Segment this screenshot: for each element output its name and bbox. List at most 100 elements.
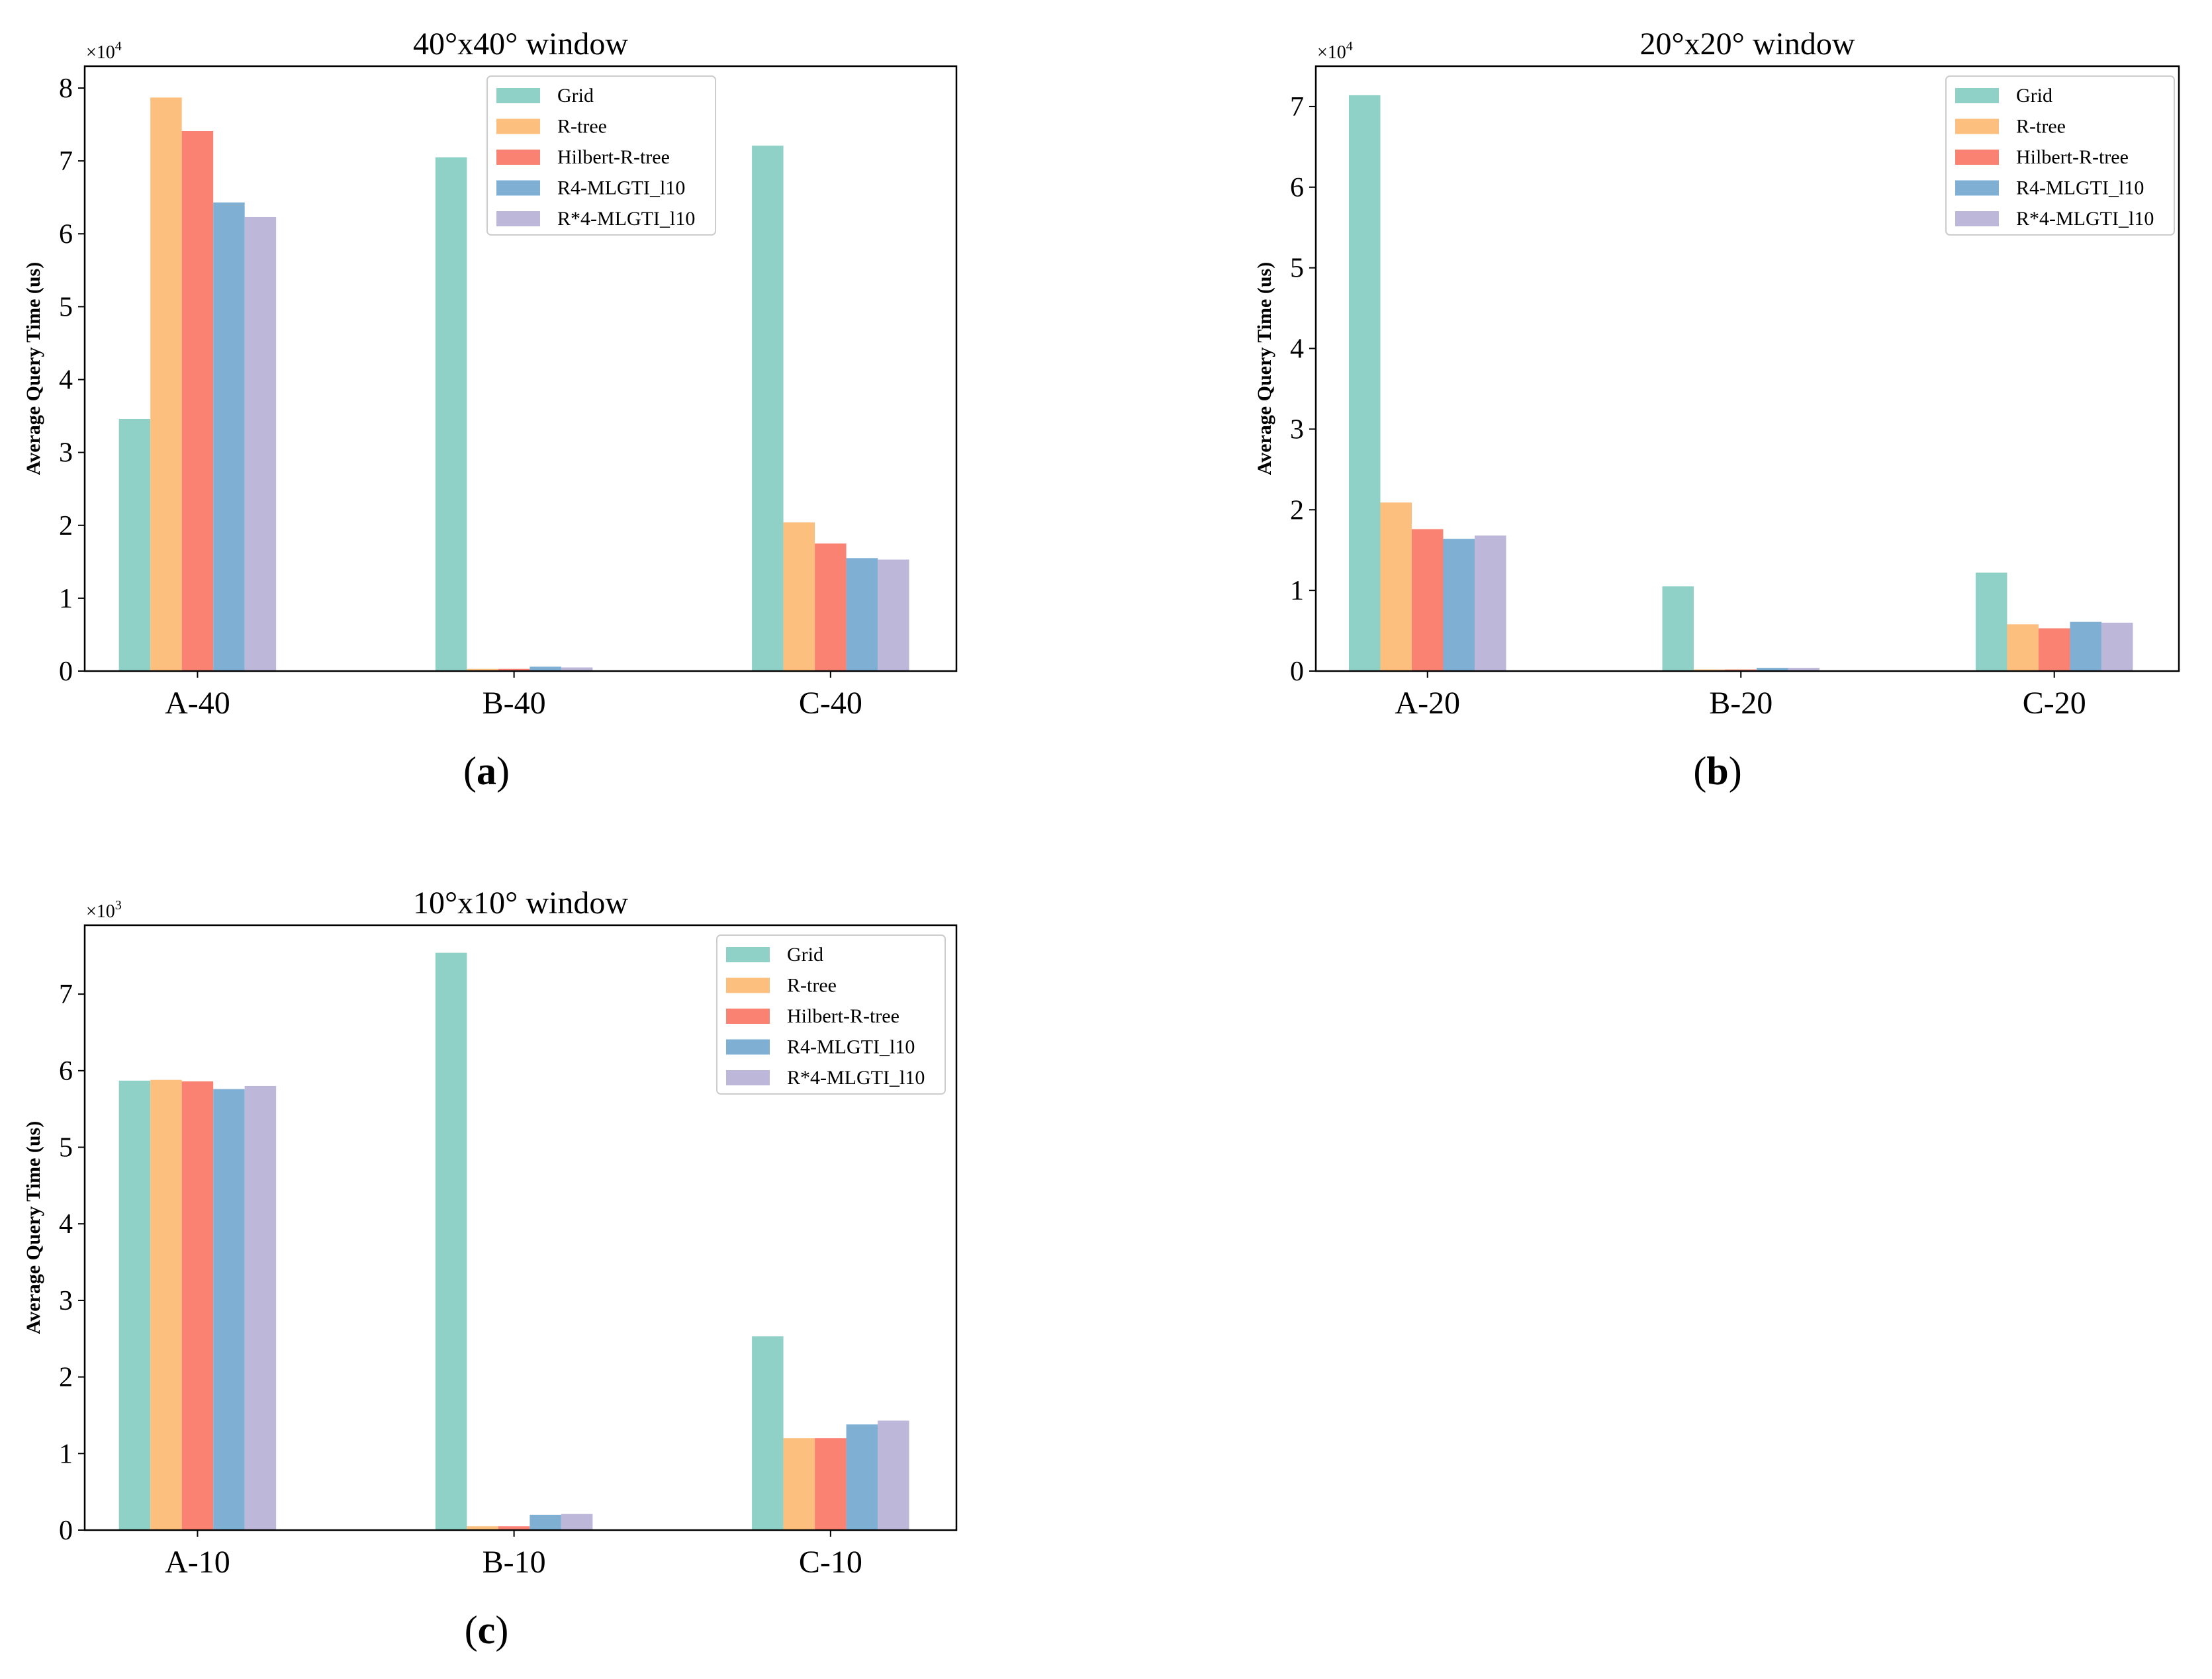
bar-A-40-Hilbert-R-tree bbox=[181, 131, 214, 672]
legend-swatch bbox=[726, 1009, 770, 1024]
y-tick-label: 3 bbox=[59, 1286, 73, 1316]
y-tick-label: 5 bbox=[59, 1133, 73, 1163]
y-tick-label: 1 bbox=[59, 1439, 73, 1469]
y-tick-label: 6 bbox=[59, 1056, 73, 1087]
chart-title: 20°x20° window bbox=[1639, 26, 1855, 62]
legend-swatch bbox=[496, 150, 540, 165]
legend-entry: R4-MLGTI_l10 bbox=[787, 1036, 915, 1058]
x-tick-label: B-40 bbox=[483, 686, 546, 721]
bar-B-10-R*4-MLGTI_l10 bbox=[561, 1514, 593, 1530]
legend-entry: Grid bbox=[787, 944, 823, 966]
bar-C-40-R4-MLGTI_l10 bbox=[846, 558, 878, 671]
x-tick-label: C-10 bbox=[799, 1545, 862, 1580]
y-tick-label: 7 bbox=[59, 979, 73, 1010]
axis-multiplier: ×104 bbox=[86, 39, 122, 63]
bar-A-10-R4-MLGTI_l10 bbox=[213, 1089, 245, 1530]
y-tick-label: 1 bbox=[59, 584, 73, 614]
bar-A-10-R-tree bbox=[150, 1079, 182, 1530]
panel-label: (a) bbox=[463, 749, 510, 793]
y-tick-label: 1 bbox=[1290, 576, 1304, 606]
bar-C-20-R4-MLGTI_l10 bbox=[2070, 621, 2101, 671]
legend-swatch bbox=[726, 1070, 770, 1085]
bar-B-40-R4-MLGTI_l10 bbox=[530, 666, 561, 671]
bar-C-40-R*4-MLGTI_l10 bbox=[878, 559, 909, 671]
bar-B-40-R*4-MLGTI_l10 bbox=[561, 667, 593, 671]
legend-swatch bbox=[496, 118, 540, 134]
legend-swatch bbox=[726, 947, 770, 962]
bar-C-20-Grid bbox=[1975, 572, 2007, 671]
axis-multiplier-exponent: 4 bbox=[1346, 39, 1353, 54]
y-axis-label: Average Query Time (us) bbox=[23, 262, 44, 475]
legend-swatch bbox=[496, 88, 540, 103]
legend-swatch bbox=[726, 1039, 770, 1055]
y-tick-label: 2 bbox=[1290, 495, 1304, 525]
y-tick-label: 5 bbox=[59, 292, 73, 322]
legend-entry: Hilbert-R-tree bbox=[557, 146, 670, 168]
bar-A-40-Grid bbox=[118, 418, 151, 671]
bar-B-40-Grid bbox=[435, 157, 467, 671]
y-tick-label: 2 bbox=[59, 511, 73, 541]
legend-entry: R-tree bbox=[2016, 116, 2066, 138]
panel-label-close: ) bbox=[1729, 749, 1742, 793]
legend-swatch bbox=[496, 211, 540, 226]
y-tick-label: 6 bbox=[1290, 173, 1304, 203]
plot-frame bbox=[1314, 65, 2180, 672]
bar-A-10-Grid bbox=[118, 1080, 151, 1530]
bar-B-20-Grid bbox=[1662, 586, 1694, 671]
axis-multiplier-base: ×10 bbox=[86, 901, 115, 922]
legend-swatch bbox=[1955, 180, 1999, 196]
legend-entry: R*4-MLGTI_l10 bbox=[2016, 208, 2154, 230]
legend-box bbox=[1945, 75, 2175, 236]
x-tick-label: B-20 bbox=[1709, 686, 1773, 721]
bar-C-40-R-tree bbox=[783, 522, 815, 671]
plot-frame bbox=[83, 65, 958, 672]
y-axis-label: Average Query Time (us) bbox=[23, 1121, 44, 1334]
panel-label-close: ) bbox=[495, 1608, 508, 1652]
axis-multiplier-exponent: 4 bbox=[115, 39, 122, 54]
panel-label-letter: a bbox=[477, 749, 496, 793]
panel-label-open: ( bbox=[463, 749, 477, 793]
bar-A-20-R4-MLGTI_l10 bbox=[1443, 539, 1475, 671]
chart-panel-2: 20°x20° window ×104 Average Query Time (us… bbox=[1254, 26, 2180, 793]
y-tick-label: 0 bbox=[59, 1516, 73, 1546]
bar-B-20-R*4-MLGTI_l10 bbox=[1788, 668, 1820, 671]
panel-label-letter: c bbox=[478, 1608, 496, 1652]
panel-label-open: ( bbox=[465, 1608, 478, 1652]
legend: Grid R-tree Hilbert-R-tree R4-MLGTI_l10 R*4-… bbox=[486, 75, 716, 236]
bar-B-40-Hilbert-R-tree bbox=[498, 668, 530, 671]
panel-label-letter: b bbox=[1706, 749, 1728, 793]
axis-multiplier-base: ×10 bbox=[1317, 42, 1346, 63]
legend-entry: Grid bbox=[557, 85, 594, 107]
legend-swatch bbox=[496, 180, 540, 196]
legend-entry: R4-MLGTI_l10 bbox=[557, 177, 685, 199]
y-tick-label: 0 bbox=[1290, 657, 1304, 687]
bar-C-10-R4-MLGTI_l10 bbox=[846, 1424, 878, 1530]
bar-A-20-Grid bbox=[1348, 95, 1381, 671]
y-tick-label: 3 bbox=[1290, 414, 1304, 445]
chart-title: 10°x10° window bbox=[413, 885, 628, 921]
legend-swatch bbox=[726, 977, 770, 993]
bar-C-20-Hilbert-R-tree bbox=[2038, 628, 2070, 671]
bar-A-10-Hilbert-R-tree bbox=[181, 1081, 214, 1530]
bar-B-40-R-tree bbox=[467, 668, 498, 671]
legend-entry: R-tree bbox=[787, 975, 837, 997]
x-tick-label: A-20 bbox=[1395, 686, 1460, 721]
x-tick-label: C-20 bbox=[2023, 686, 2086, 721]
chart-panel-3: 10°x10° window ×10 3 Average Query Time (us… bbox=[23, 885, 958, 1652]
legend: Grid R-tree Hilbert-R-tree R4-MLGTI_l10 R*4-… bbox=[716, 934, 946, 1095]
y-tick-label: 2 bbox=[59, 1363, 73, 1393]
y-tick-label: 7 bbox=[59, 146, 73, 177]
bar-B-10-R4-MLGTI_l10 bbox=[530, 1514, 561, 1530]
y-axis-label: Average Query Time (us) bbox=[1254, 262, 1275, 475]
bar-A-40-R-tree bbox=[150, 97, 182, 671]
legend-entry: R4-MLGTI_l10 bbox=[2016, 177, 2144, 199]
legend-swatch bbox=[1955, 211, 1999, 226]
bar-A-20-R*4-MLGTI_l10 bbox=[1474, 535, 1506, 671]
axis-multiplier: ×104 bbox=[1317, 39, 1353, 63]
panel-label: (c) bbox=[465, 1608, 509, 1652]
bar-C-10-Hilbert-R-tree bbox=[815, 1438, 847, 1530]
axis-multiplier-base: ×10 bbox=[86, 42, 115, 63]
bar-A-10-R*4-MLGTI_l10 bbox=[244, 1085, 277, 1530]
y-tick-label: 4 bbox=[59, 365, 73, 396]
x-tick-label: A-10 bbox=[165, 1545, 230, 1580]
